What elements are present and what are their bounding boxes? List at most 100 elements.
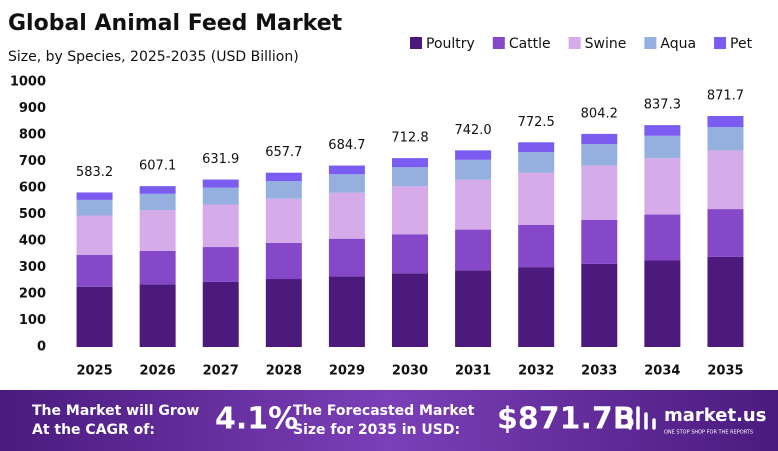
bar-segment xyxy=(328,174,365,193)
y-tick-label: 500 xyxy=(19,207,46,222)
legend-label: Pet xyxy=(730,36,753,52)
bar-segment xyxy=(518,152,555,173)
legend-label: Swine xyxy=(585,36,627,52)
total-label: 804.2 xyxy=(581,106,618,121)
footer-band xyxy=(0,390,778,451)
bar-segment xyxy=(644,135,681,159)
cagr-text: At the CAGR of: xyxy=(32,422,155,438)
bar-segment xyxy=(518,267,555,347)
bar-segment xyxy=(392,273,428,347)
y-tick-label: 100 xyxy=(19,313,46,328)
bar-segment xyxy=(139,210,176,251)
y-tick-label: 700 xyxy=(19,154,46,169)
y-tick-label: 200 xyxy=(19,287,46,302)
bar-segment xyxy=(265,172,302,182)
bar-segment xyxy=(202,204,239,248)
bar-segment xyxy=(707,256,744,347)
bar-segment xyxy=(139,284,176,347)
bar-segment xyxy=(76,199,113,216)
forecast-text: The Forecasted Market xyxy=(293,403,475,419)
bar-segment xyxy=(644,260,681,347)
bar-segment xyxy=(707,127,744,151)
x-tick-label: 2029 xyxy=(329,364,365,379)
bar-segment xyxy=(455,229,492,271)
bar-segment xyxy=(455,179,492,230)
x-tick-label: 2025 xyxy=(76,364,112,379)
bar-segment xyxy=(328,238,365,277)
total-label: 837.3 xyxy=(644,98,681,113)
bar-segment xyxy=(518,224,555,268)
bar-segment xyxy=(581,219,618,264)
y-tick-label: 800 xyxy=(19,128,46,143)
forecast-text: Size for 2035 in USD: xyxy=(293,422,460,438)
chart-subtitle: Size, by Species, 2025-2035 (USD Billion… xyxy=(8,49,299,65)
bar-segment xyxy=(392,186,428,235)
y-tick-label: 600 xyxy=(19,181,46,196)
bar-segment xyxy=(139,250,176,285)
y-tick-label: 300 xyxy=(19,260,46,275)
brand-tagline: ONE STOP SHOP FOR THE REPORTS xyxy=(664,430,753,436)
bar-segment xyxy=(265,279,302,347)
cagr-value: 4.1% xyxy=(215,402,298,437)
bar-segment xyxy=(518,142,555,153)
bar-segment xyxy=(265,198,302,243)
x-tick-label: 2033 xyxy=(581,364,617,379)
x-tick-label: 2026 xyxy=(140,364,176,379)
bar-segment xyxy=(581,165,618,220)
bar-segment xyxy=(392,158,428,168)
legend-swatch xyxy=(644,37,657,49)
total-label: 631.9 xyxy=(202,152,239,167)
x-tick-label: 2030 xyxy=(392,364,428,379)
bar-segment xyxy=(328,192,365,239)
bar-segment xyxy=(455,270,492,347)
bar-segment xyxy=(707,209,744,257)
legend-swatch xyxy=(568,37,581,49)
bar-segment xyxy=(202,179,239,188)
bar-segment xyxy=(139,193,176,211)
legend-label: Poultry xyxy=(426,36,475,52)
legend-label: Aqua xyxy=(660,36,696,52)
y-tick-label: 0 xyxy=(37,340,46,355)
bar-segment xyxy=(707,150,744,210)
bar-segment xyxy=(392,234,428,274)
bar-segment xyxy=(581,133,618,145)
legend-swatch xyxy=(410,37,422,49)
bar-segment xyxy=(76,192,113,200)
total-label: 583.2 xyxy=(76,165,113,180)
x-tick-label: 2035 xyxy=(707,364,743,379)
x-tick-label: 2032 xyxy=(518,364,554,379)
y-tick-label: 1000 xyxy=(10,75,46,90)
bar-segment xyxy=(265,181,302,199)
total-label: 657.7 xyxy=(265,145,302,160)
bar-segment xyxy=(265,242,302,280)
bar-segment xyxy=(328,165,365,175)
bar-segment xyxy=(202,247,239,282)
bar-segment xyxy=(707,115,744,128)
bar-segment xyxy=(76,286,113,347)
x-tick-label: 2027 xyxy=(203,364,239,379)
total-label: 871.7 xyxy=(707,88,744,103)
bar-segment xyxy=(455,159,492,180)
bar-segment xyxy=(644,158,681,215)
cagr-text: The Market will Grow xyxy=(32,403,199,419)
y-tick-label: 900 xyxy=(19,101,46,116)
brand: market.us xyxy=(664,405,766,426)
bar-segment xyxy=(76,254,113,287)
total-label: 712.8 xyxy=(391,131,428,146)
bar-segment xyxy=(644,125,681,136)
x-tick-label: 2031 xyxy=(455,364,491,379)
total-label: 742.0 xyxy=(454,123,491,138)
bar-segment xyxy=(202,281,239,347)
bar-segment xyxy=(455,150,492,160)
legend-swatch xyxy=(492,37,505,49)
bar-segment xyxy=(76,215,113,255)
bar-segment xyxy=(581,144,618,166)
brand-logo xyxy=(628,406,656,430)
bar-segment xyxy=(644,214,681,261)
total-label: 684.7 xyxy=(328,138,365,153)
bar-segment xyxy=(202,187,239,205)
x-tick-label: 2028 xyxy=(266,364,302,379)
total-label: 772.5 xyxy=(518,115,555,130)
bar-segment xyxy=(392,167,428,187)
